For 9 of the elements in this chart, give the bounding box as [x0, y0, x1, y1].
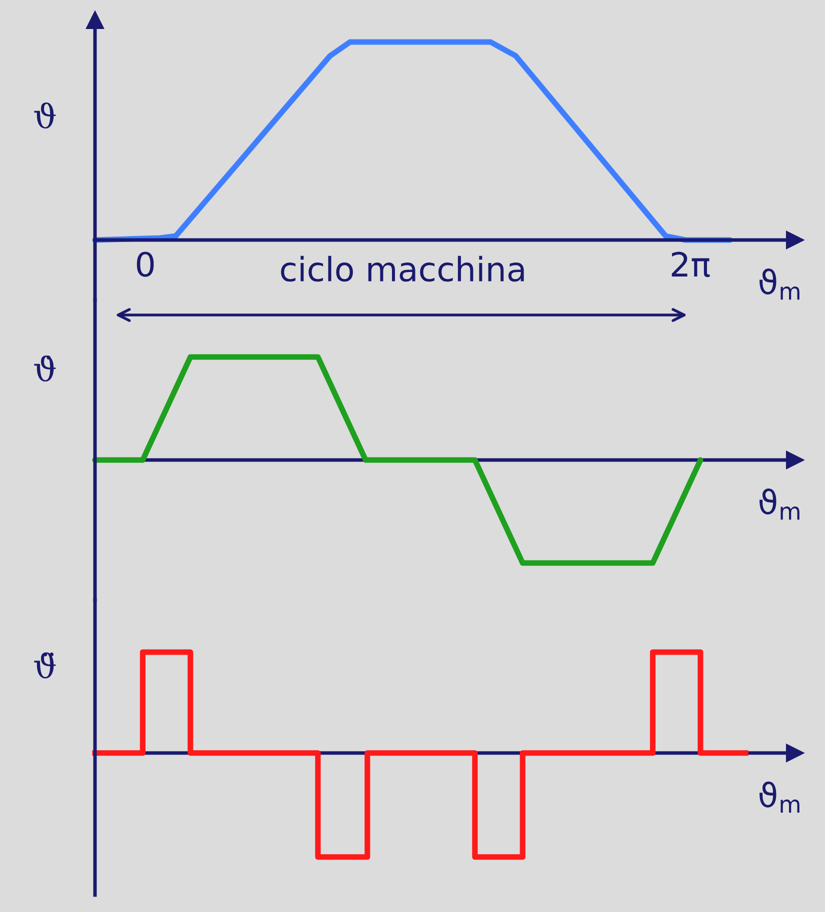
x-axis-title: ϑ$_{m}$ — [760, 488, 800, 520]
x-tick-label: 2π — [672, 252, 710, 278]
x-axis-title: ϑ$_{m}$ — [760, 782, 800, 813]
y-axis-title: ϑ̇ — [34, 356, 56, 382]
x-axis-title: ϑ$_{m}$ — [760, 268, 800, 300]
y-axis-title: ϑ̈ — [34, 652, 56, 678]
text: ciclo macchina — [281, 256, 524, 282]
x-tick-label: 0 — [136, 252, 154, 277]
y-axis-title: ϑ — [34, 102, 56, 129]
